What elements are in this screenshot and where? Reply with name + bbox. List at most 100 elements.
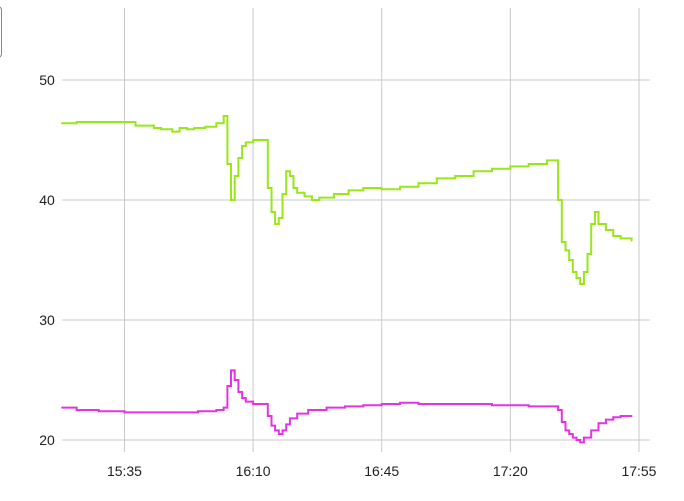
data-point xyxy=(274,429,276,432)
data-point xyxy=(215,409,218,411)
data-point xyxy=(75,409,78,411)
y-tick-label: 40 xyxy=(39,192,55,208)
horizontal-grid xyxy=(62,79,650,441)
x-tick-label: 17:20 xyxy=(493,463,528,479)
data-point xyxy=(605,418,607,421)
data-point xyxy=(266,187,269,189)
data-point xyxy=(491,167,493,170)
data-point xyxy=(571,436,574,439)
data-point xyxy=(75,121,78,123)
vertical-grid xyxy=(123,8,640,452)
data-point xyxy=(116,121,118,123)
data-point xyxy=(590,429,593,432)
data-point xyxy=(380,188,383,191)
x-tick-label: 16:45 xyxy=(364,463,399,479)
data-point xyxy=(97,121,100,123)
data-point xyxy=(222,115,225,117)
data-point xyxy=(230,199,232,201)
data-point xyxy=(594,211,596,213)
data-point xyxy=(583,436,585,439)
data-point xyxy=(215,122,218,125)
data-point xyxy=(564,429,567,432)
data-point xyxy=(123,411,126,414)
data-point xyxy=(362,187,365,189)
data-point xyxy=(619,415,622,417)
x-tick-label: 16:10 xyxy=(236,463,271,479)
data-point xyxy=(61,406,63,409)
x-axis-labels: 15:35 16:10 16:45 17:20 17:55 xyxy=(107,463,657,479)
data-point xyxy=(289,417,291,420)
data-point xyxy=(380,403,383,405)
y-tick-label: 50 xyxy=(39,72,55,88)
data-point xyxy=(571,271,574,273)
data-point xyxy=(568,259,571,261)
data-point xyxy=(274,223,276,225)
data-point xyxy=(244,141,247,144)
data-point xyxy=(472,170,475,173)
data-point xyxy=(171,130,174,133)
data-point xyxy=(296,412,299,415)
data-point xyxy=(435,177,438,180)
data-point xyxy=(270,211,273,213)
data-point xyxy=(605,229,607,231)
data-point xyxy=(590,223,593,225)
data-point xyxy=(252,139,255,141)
data-point xyxy=(568,433,571,435)
data-point xyxy=(134,124,137,127)
data-point xyxy=(527,163,530,165)
data-point xyxy=(160,411,163,414)
data-point xyxy=(583,271,585,273)
data-point xyxy=(237,157,240,159)
data-point xyxy=(226,385,229,387)
data-point xyxy=(560,421,563,423)
data-point xyxy=(153,127,155,129)
data-point xyxy=(472,403,475,405)
data-point xyxy=(399,401,401,404)
data-point xyxy=(259,139,262,141)
data-point xyxy=(325,406,328,409)
series-line-2 xyxy=(62,369,632,444)
data-point xyxy=(362,404,365,407)
data-point xyxy=(586,253,589,255)
data-point xyxy=(178,127,181,129)
y-tick-label: 30 xyxy=(39,312,55,328)
y-axis-labels: 20 30 40 50 xyxy=(39,72,55,448)
data-point xyxy=(296,191,299,194)
series-layer xyxy=(61,115,633,444)
data-point xyxy=(619,237,622,240)
data-point xyxy=(160,128,163,131)
data-point xyxy=(546,159,548,162)
data-point xyxy=(241,397,244,399)
data-point xyxy=(266,415,269,417)
data-point xyxy=(344,405,346,408)
x-tick-label: 17:55 xyxy=(621,463,656,479)
data-point xyxy=(546,405,548,408)
data-point xyxy=(193,127,196,129)
data-point xyxy=(417,403,420,405)
data-point xyxy=(97,410,100,413)
data-point xyxy=(564,249,567,252)
data-point xyxy=(259,403,262,405)
data-point xyxy=(557,409,559,411)
data-point xyxy=(527,405,530,408)
data-point xyxy=(597,422,600,425)
data-point xyxy=(575,277,578,279)
data-point xyxy=(281,429,284,432)
data-point xyxy=(277,217,280,219)
data-point xyxy=(597,223,600,225)
data-point xyxy=(244,400,247,403)
data-point xyxy=(311,199,313,201)
series-line-1 xyxy=(62,115,633,285)
data-point xyxy=(630,239,633,242)
data-point xyxy=(233,175,236,177)
data-point xyxy=(241,145,244,147)
data-point xyxy=(61,122,63,125)
data-point xyxy=(509,404,512,407)
data-point xyxy=(292,187,295,189)
data-point xyxy=(491,404,493,407)
data-point xyxy=(399,185,401,188)
data-point xyxy=(454,403,457,405)
data-point xyxy=(289,175,291,177)
data-point xyxy=(435,403,438,405)
